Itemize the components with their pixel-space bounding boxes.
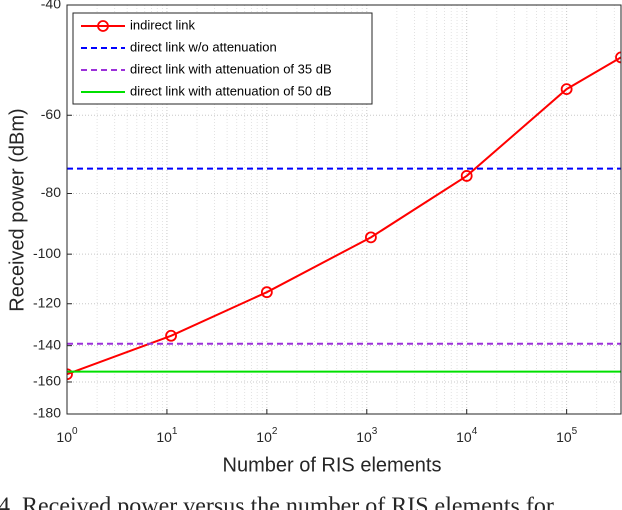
axes-box	[66, 4, 622, 415]
legend-label: direct link w/o attenuation	[130, 39, 277, 54]
legend-label: indirect link	[130, 17, 196, 32]
y-tick-label: -140	[33, 336, 61, 352]
x-tick-base: 10	[356, 429, 372, 445]
x-tick-label: 101	[156, 426, 178, 445]
marker	[460, 170, 473, 182]
x-tick-label: 104	[456, 426, 478, 445]
x-tick-label: 102	[256, 426, 278, 445]
x-tick-exponent: 2	[272, 426, 278, 437]
y-axis-label: Received power (dBm)	[6, 108, 28, 311]
x-tick-exponent: 3	[372, 426, 378, 437]
x-tick-exponent: 0	[72, 426, 78, 437]
series-layer	[67, 51, 621, 381]
x-tick-exponent: 1	[172, 426, 178, 437]
marker	[67, 368, 73, 381]
x-tick-label: 103	[356, 426, 378, 445]
x-tick-base: 10	[56, 429, 72, 445]
marker	[165, 329, 177, 342]
legend-box	[72, 12, 373, 105]
y-tick-label: -160	[33, 373, 61, 389]
x-tick-base: 10	[256, 429, 272, 445]
x-tick-label: 105	[556, 426, 578, 445]
marker	[560, 83, 573, 96]
y-tick-label: -60	[41, 106, 61, 122]
x-tick-exponent: 5	[572, 426, 578, 437]
y-tick-label: -80	[41, 184, 61, 200]
x-tick-base: 10	[556, 429, 572, 445]
legend-label: direct link with attenuation of 50 dB	[130, 83, 332, 98]
y-tick-label: -180	[33, 405, 61, 421]
y-tick-label: -100	[33, 245, 61, 261]
marker	[365, 231, 377, 244]
x-axis-label: Number of RIS elements	[223, 454, 442, 476]
y-tick-label: -120	[33, 294, 61, 310]
x-tick-exponent: 4	[472, 426, 478, 437]
y-tick-label: -40	[41, 0, 61, 12]
marker	[260, 286, 273, 299]
x-tick-base: 10	[456, 429, 472, 445]
legend-marker	[97, 20, 109, 32]
x-tick-label: 100	[56, 426, 78, 445]
marker	[615, 51, 621, 64]
legend: indirect link direct link w/o attenuation…	[72, 12, 373, 105]
caption: 4. Received power versus the number of R…	[0, 494, 554, 510]
x-tick-base: 10	[156, 429, 172, 445]
series-line	[67, 56, 621, 376]
legend-label: direct link with attenuation of 35 dB	[130, 61, 332, 76]
